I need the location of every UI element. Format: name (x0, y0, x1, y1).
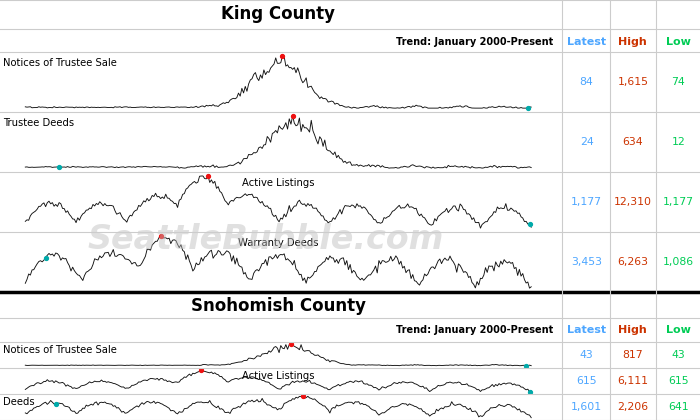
Text: Active Listings: Active Listings (242, 178, 314, 188)
Text: King County: King County (221, 5, 335, 23)
Text: Active Listings: Active Listings (242, 371, 314, 381)
Text: Notices of Trustee Sale: Notices of Trustee Sale (3, 58, 117, 68)
Text: 43: 43 (580, 350, 594, 360)
Text: High: High (618, 37, 648, 47)
Text: 2,206: 2,206 (617, 402, 648, 412)
Text: 3,453: 3,453 (571, 257, 602, 267)
Text: Notices of Trustee Sale: Notices of Trustee Sale (3, 345, 117, 355)
Text: Trend: January 2000-Present: Trend: January 2000-Present (395, 37, 553, 47)
Text: 6,263: 6,263 (617, 257, 648, 267)
Text: 84: 84 (580, 77, 594, 87)
Text: Warranty Deeds: Warranty Deeds (238, 238, 318, 248)
Text: 817: 817 (622, 350, 643, 360)
Text: Deeds: Deeds (3, 397, 34, 407)
Text: Snohomish County: Snohomish County (190, 297, 365, 315)
Text: 43: 43 (671, 350, 685, 360)
Text: Low: Low (666, 325, 691, 335)
Text: 1,177: 1,177 (571, 197, 602, 207)
Text: 615: 615 (576, 376, 597, 386)
Text: 74: 74 (671, 77, 685, 87)
Text: 1,177: 1,177 (663, 197, 694, 207)
Text: 641: 641 (668, 402, 689, 412)
Text: Low: Low (666, 37, 691, 47)
Text: Latest: Latest (567, 325, 606, 335)
Text: 1,086: 1,086 (663, 257, 694, 267)
Text: 1,601: 1,601 (571, 402, 602, 412)
Text: 6,111: 6,111 (617, 376, 648, 386)
Text: High: High (618, 325, 648, 335)
Text: 615: 615 (668, 376, 689, 386)
Text: 24: 24 (580, 137, 594, 147)
Text: Trend: January 2000-Present: Trend: January 2000-Present (395, 325, 553, 335)
Text: Trustee Deeds: Trustee Deeds (3, 118, 74, 128)
Text: Latest: Latest (567, 37, 606, 47)
Text: 12,310: 12,310 (614, 197, 652, 207)
Text: 12: 12 (671, 137, 685, 147)
Text: 1,615: 1,615 (617, 77, 648, 87)
Text: 634: 634 (622, 137, 643, 147)
Text: SeattleBubble.com: SeattleBubble.com (88, 223, 444, 256)
